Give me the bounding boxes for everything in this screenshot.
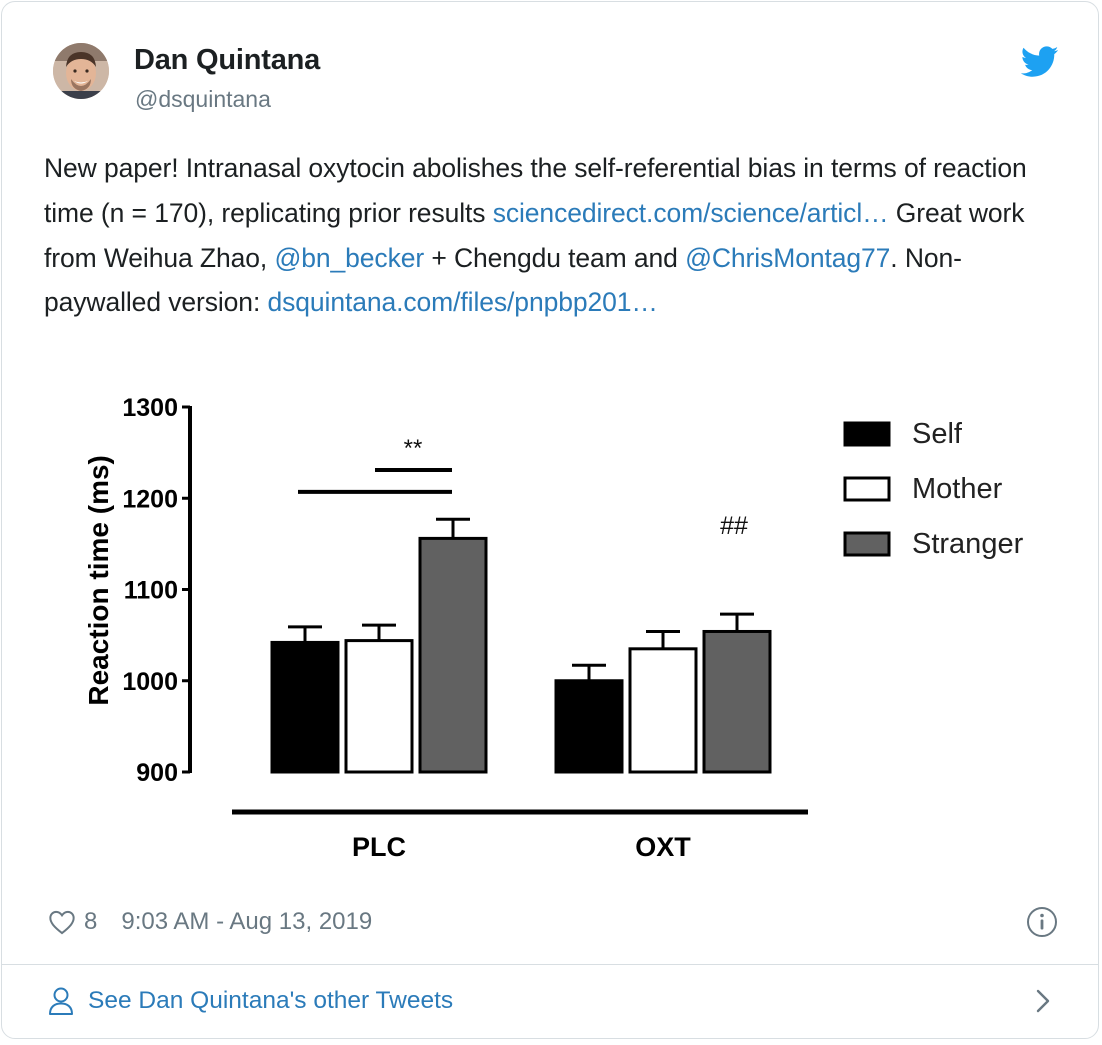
see-other-tweets-link[interactable]: See Dan Quintana's other Tweets: [48, 982, 453, 1020]
legend-swatch-stranger: [843, 531, 891, 557]
person-icon: [49, 987, 73, 1015]
legend-swatch-mother: [843, 476, 891, 502]
legend-label-self: Self: [912, 418, 963, 450]
significance-marker-oxt: ##: [720, 512, 748, 540]
avatar-image: [53, 43, 109, 99]
bar-mother-oxt: [628, 647, 698, 774]
bar-mother-plc: [344, 639, 414, 774]
dsquintana-files-link[interactable]: dsquintana.com/files/pnpbp201…: [267, 287, 658, 318]
info-icon[interactable]: [1026, 906, 1058, 938]
significance-marker-plc: **: [404, 435, 423, 462]
mention-bn-becker[interactable]: @bn_becker: [274, 242, 425, 273]
see-other-tweets-label: See Dan Quintana's other Tweets: [88, 987, 454, 1014]
reaction-time-chart: 900 1000 1100 1200 1300 Reaction time (ms) PLC…: [83, 394, 1024, 862]
bar-stranger-plc: [418, 536, 488, 774]
chevron-right-icon[interactable]: [1034, 987, 1052, 1015]
y-tick-label: 1200: [122, 485, 178, 513]
heart-icon[interactable]: [48, 909, 76, 935]
sciencedirect-link[interactable]: sciencedirect.com/science/articl…: [492, 197, 889, 228]
tweet-text-segment: . Non-paywalled version:: [44, 242, 962, 318]
legend-label-mother: Mother: [912, 473, 1003, 505]
tweet-meta: 8 9:03 AM - Aug 13, 2019: [48, 904, 372, 940]
footer-divider: [2, 964, 1098, 965]
x-tick-label-oxt: OXT: [635, 832, 691, 862]
author-name[interactable]: Dan Quintana: [134, 44, 321, 76]
tweet-text: New paper! Intranasal oxytocin abolishes…: [44, 146, 1054, 325]
y-tick-label: 1100: [124, 577, 178, 605]
tweet-media-figure[interactable]: 900 1000 1100 1200 1300 Reaction time (ms) PLC…: [44, 380, 1064, 880]
author-handle[interactable]: @dsquintana: [135, 86, 271, 112]
tweet-text-segment: Great work from Weihua Zhao,: [44, 197, 1025, 273]
avatar[interactable]: [53, 43, 109, 99]
bar-self-plc: [270, 640, 340, 774]
mention-chrismontag77[interactable]: @ChrisMontag77: [685, 242, 891, 273]
like-count[interactable]: 8: [84, 908, 98, 935]
y-tick-label: 900: [136, 759, 178, 787]
y-tick-label: 1300: [122, 394, 178, 422]
tweet-text-segment: New paper! Intranasal oxytocin abolishes…: [44, 153, 1027, 228]
tweet-text-segment: + Chengdu team and: [424, 242, 686, 273]
x-tick-label-plc: PLC: [352, 832, 406, 862]
twitter-bird-icon[interactable]: [1021, 46, 1059, 78]
legend-label-stranger: Stranger: [912, 528, 1024, 560]
tweet-timestamp[interactable]: 9:03 AM - Aug 13, 2019: [121, 908, 373, 935]
bar-self-oxt: [554, 679, 624, 774]
legend-swatch-self: [843, 421, 891, 447]
y-axis-title: Reaction time (ms): [83, 455, 114, 706]
y-tick-label: 1000: [122, 668, 178, 696]
bar-stranger-oxt: [702, 629, 772, 774]
